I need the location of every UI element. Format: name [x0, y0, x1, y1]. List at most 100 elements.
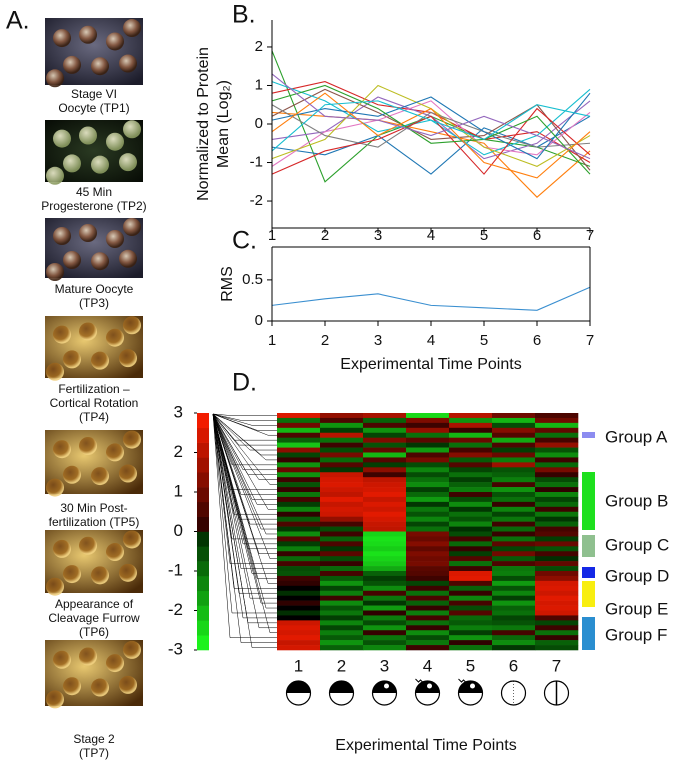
group-label: Group A: [605, 427, 668, 446]
heatmap-cell: [320, 477, 364, 483]
embryo-spot: [470, 683, 475, 689]
heatmap-cell: [320, 526, 364, 532]
series-line: [271, 84, 591, 175]
heatmap-cell: [449, 413, 493, 419]
heatmap-cell: [535, 492, 579, 498]
heatmap-cell: [449, 635, 493, 641]
heatmap-cell: [320, 561, 364, 567]
heatmap-cell: [277, 615, 321, 621]
heatmap-cell: [363, 640, 407, 646]
photo-egg: [53, 440, 71, 459]
heatmap-cell: [449, 462, 493, 468]
heatmap-cell: [535, 615, 579, 621]
series-line: [271, 100, 591, 167]
dendrogram: [212, 413, 277, 648]
heatmap-cell: [277, 501, 321, 508]
series-line: [271, 100, 591, 152]
x-tick-label: 5: [480, 332, 488, 349]
heatmap-cell: [363, 600, 407, 606]
sperm: [415, 678, 424, 684]
photo-caption: Appearance of: [55, 597, 134, 611]
heatmap-cell: [492, 571, 536, 577]
heatmap-cell: [363, 417, 407, 424]
series-line: [271, 107, 591, 175]
heatmap-cell: [406, 580, 450, 587]
heatmap-cell: [406, 541, 450, 547]
embryo-pole: [286, 681, 311, 693]
heatmap-cell: [535, 585, 579, 592]
heatmap-cell: [406, 635, 450, 641]
heatmap-cell: [492, 561, 536, 567]
heatmap-cell: [449, 506, 493, 513]
heatmap-cell: [492, 432, 536, 438]
heatmap-cell: [406, 496, 450, 503]
heatmap-cell: [363, 610, 407, 616]
heatmap-cell: [320, 492, 364, 498]
photo-caption: Cleavage Furrow: [48, 611, 140, 625]
photo-egg: [119, 464, 137, 483]
heatmap-cell: [406, 526, 450, 532]
heatmap-cell: [277, 487, 321, 493]
heatmap-cell: [449, 511, 493, 517]
colorbar-segment: [197, 546, 209, 562]
heatmap-cell: [535, 482, 579, 488]
heatmap-cell: [277, 496, 321, 503]
heatmap-cell: [363, 501, 407, 508]
photo-egg: [79, 224, 97, 242]
heatmap-cell: [492, 482, 536, 488]
photo-egg: [46, 166, 64, 185]
heatmap-cell: [492, 442, 536, 448]
heatmap-cell: [449, 526, 493, 532]
heatmap-cell: [320, 511, 364, 517]
heatmap-cell: [320, 575, 364, 582]
heatmap-cell: [320, 640, 364, 646]
heatmap-cell: [449, 630, 493, 636]
photo-caption: Fertilization –: [58, 382, 130, 396]
photo-caption: Cortical Rotation: [50, 396, 139, 410]
heatmap-cell: [492, 496, 536, 503]
photo-egg: [119, 54, 137, 73]
column-label: 5: [466, 656, 475, 675]
heatmap-cell: [406, 417, 450, 424]
heatmap-cell: [363, 427, 407, 434]
heatmap-cell: [320, 615, 364, 621]
heatmap-cell: [406, 551, 450, 557]
x-tick-label: 2: [321, 227, 329, 244]
heatmap-cell: [535, 496, 579, 503]
heatmap-cell: [320, 600, 364, 606]
heatmap-cell: [406, 630, 450, 636]
heatmap-cell: [449, 487, 493, 493]
heatmap-cell: [320, 417, 364, 424]
heatmap-cell: [449, 442, 493, 448]
photo-egg: [91, 467, 109, 486]
heatmap-cell: [320, 457, 364, 463]
heatmap-cell: [492, 580, 536, 587]
heatmap-cell: [363, 482, 407, 488]
group-bar: [582, 617, 595, 650]
heatmap-cell: [492, 600, 536, 606]
heatmap-cell: [406, 595, 450, 601]
embryo-pole: [329, 681, 354, 693]
heatmap-cell: [449, 605, 493, 611]
photo-egg: [79, 647, 97, 666]
heatmap-cell: [449, 580, 493, 587]
heatmap-cell: [449, 501, 493, 508]
heatmap-cell: [492, 427, 536, 434]
heatmap-cell: [277, 625, 321, 631]
heatmap-cell: [320, 482, 364, 488]
group-label: Group E: [605, 599, 668, 618]
heatmap-cell: [535, 472, 579, 478]
heatmap-cell: [363, 516, 407, 522]
heatmap-cell: [406, 645, 450, 651]
heatmap-cell: [277, 645, 321, 651]
heatmap-cell: [406, 413, 450, 419]
heatmap-cell: [406, 447, 450, 453]
heatmap-cell: [277, 546, 321, 552]
group-bar: [582, 472, 595, 530]
heatmap-cell: [449, 566, 493, 572]
heatmap-cell: [320, 506, 364, 513]
heatmap-cell: [363, 452, 407, 458]
heatmap-cell: [449, 437, 493, 443]
heatmap-cell: [277, 531, 321, 537]
